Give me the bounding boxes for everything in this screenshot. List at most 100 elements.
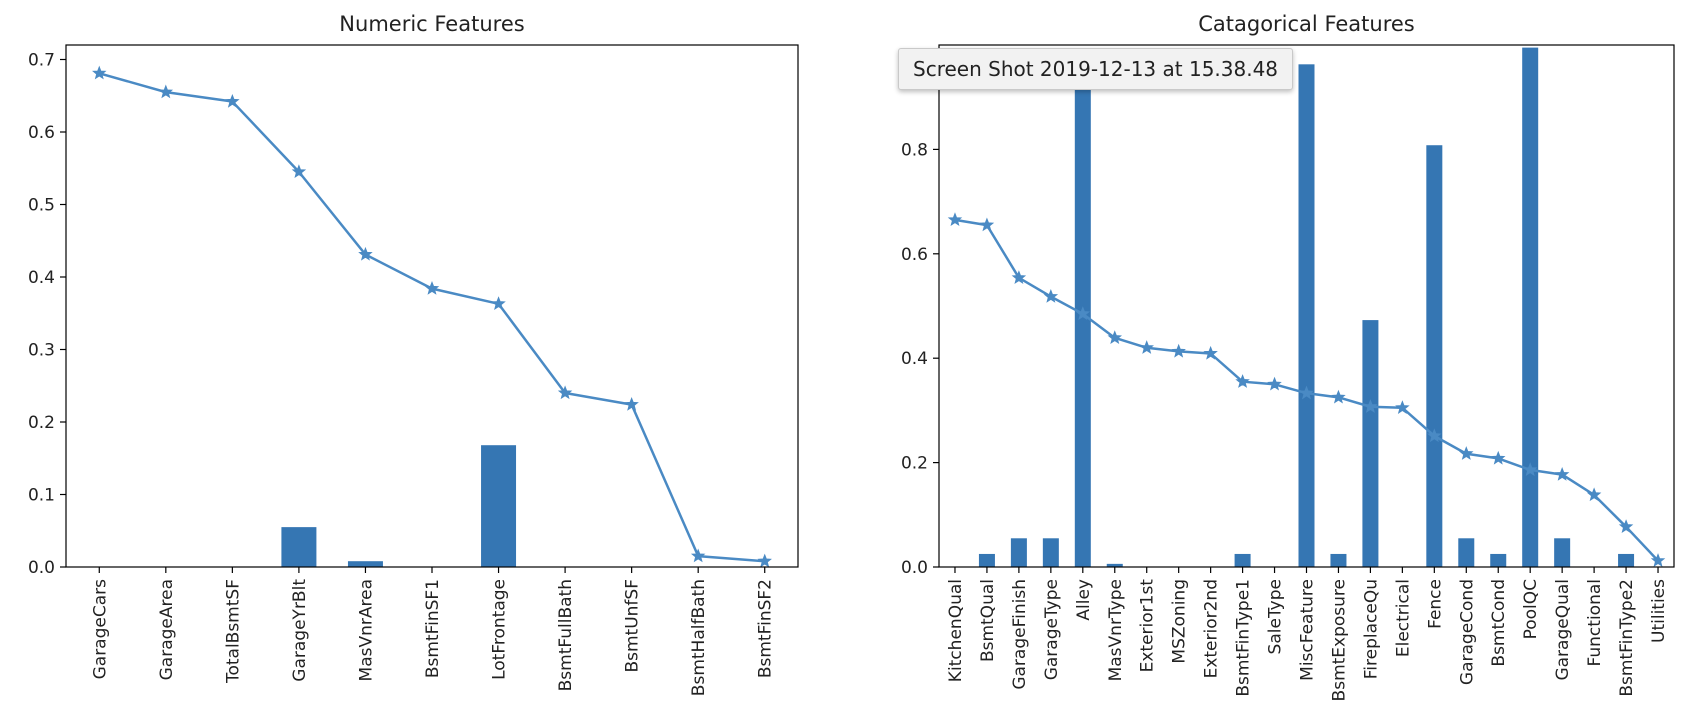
y-tick-label: 0.2	[901, 454, 928, 474]
x-tick-label: KitchenQual	[946, 579, 966, 682]
x-tick-label: BsmtQual	[978, 579, 998, 662]
line-point	[92, 65, 107, 80]
x-tick-label: FireplaceQu	[1361, 579, 1381, 679]
x-tick-label: MasVnrArea	[356, 579, 376, 681]
x-tick-label: Electrical	[1393, 579, 1413, 657]
line-point	[291, 164, 307, 179]
categorical-features-chart: Catagorical Features 0.0 0.2 0.4 0.6 0.8 Kitch…	[901, 12, 1675, 701]
x-tick-label: GarageYrBlt	[290, 579, 310, 682]
x-tick-label: BsmtFinSF1	[423, 579, 443, 678]
numeric-features-chart: Numeric Features 0.0 0.1 0.2 0.3 0.4 0.5 0.6 0.7…	[28, 12, 799, 696]
x-tick-label: BsmtCond	[1489, 579, 1509, 667]
line-point	[1363, 399, 1378, 413]
line-point	[1650, 553, 1666, 567]
y-tick-label: 0.4	[28, 268, 55, 288]
x-tick-label: MasVnrType	[1106, 579, 1126, 681]
x-tick-label: MSZoning	[1170, 579, 1190, 664]
x-tick-label: Functional	[1585, 579, 1605, 666]
plot-frame	[65, 44, 799, 568]
bar	[1010, 538, 1027, 567]
x-tick-label: GarageType	[1042, 579, 1062, 680]
y-tick-label: 0.1	[28, 486, 55, 506]
x-tick-label: BsmtHalfBath	[689, 579, 709, 696]
line-point	[491, 296, 506, 310]
x-tick-label: BsmtFinType2	[1617, 579, 1637, 697]
line-point	[1203, 345, 1218, 360]
y-tick-label: 0.0	[28, 558, 55, 578]
x-tick-label: GarageArea	[157, 579, 177, 680]
x-tick-label: Alley	[1074, 579, 1094, 621]
y-tick-label: 0.7	[28, 51, 55, 71]
y-tick-label: 0.2	[28, 413, 55, 433]
bar	[1330, 553, 1347, 567]
x-tick-label: Fence	[1425, 579, 1445, 629]
y-tick-label: 0.8	[901, 140, 928, 160]
x-tick-label: BsmtFullBath	[556, 579, 576, 691]
line-point	[358, 246, 373, 261]
line-point	[1331, 389, 1346, 404]
x-tick-label: PoolQC	[1521, 579, 1541, 639]
y-tick-label: 0.6	[28, 123, 55, 143]
line-point	[1235, 374, 1250, 388]
bar	[281, 527, 317, 567]
screenshot-tooltip: Screen Shot 2019-12-13 at 15.38.48	[898, 48, 1294, 90]
bar	[1426, 145, 1443, 567]
line-point	[1459, 446, 1474, 460]
bar	[1042, 538, 1059, 567]
line-point	[1139, 340, 1154, 354]
bar	[1106, 563, 1123, 567]
line-series	[98, 72, 765, 563]
line-point	[1043, 288, 1059, 303]
y-tick-label: 0.5	[28, 196, 55, 216]
bar	[1554, 538, 1571, 567]
y-tick-label: 0.3	[28, 341, 55, 361]
x-tick-label: MiscFeature	[1298, 579, 1318, 681]
chart-title: Catagorical Features	[1198, 12, 1415, 36]
line-point	[979, 217, 995, 232]
x-tick-label: GarageCond	[1457, 579, 1477, 685]
x-tick-label: GarageQual	[1553, 579, 1573, 681]
y-tick-label: 0.4	[901, 349, 928, 369]
y-tick-label: 0.0	[901, 558, 928, 578]
line-point	[424, 280, 440, 295]
bar	[1298, 64, 1315, 568]
line-point	[947, 212, 963, 227]
line-point	[757, 553, 772, 568]
chart-title: Numeric Features	[339, 12, 524, 36]
x-tick-label: Exterior2nd	[1202, 579, 1222, 678]
line-point	[1554, 467, 1570, 481]
x-tick-label: SaleType	[1266, 579, 1286, 654]
line-point	[557, 385, 573, 400]
bar	[1234, 553, 1251, 567]
bar	[1458, 538, 1475, 567]
x-tick-label: Utilities	[1649, 579, 1669, 643]
line-point	[158, 84, 174, 99]
line-point	[1618, 519, 1634, 533]
x-tick-label: TotalBsmtSF	[223, 579, 243, 684]
line-point	[1107, 330, 1122, 344]
x-tick-label: BsmtFinType1	[1234, 579, 1254, 697]
x-tick-label: LotFrontage	[490, 579, 510, 680]
line-point	[1011, 270, 1027, 284]
bar	[1618, 553, 1635, 567]
bar	[1522, 47, 1539, 568]
line-point	[1491, 450, 1506, 465]
line-point	[1427, 428, 1442, 443]
line-point	[690, 548, 706, 563]
bar	[347, 561, 383, 567]
line-point	[1171, 343, 1186, 358]
line-point	[1267, 376, 1282, 391]
line-point	[225, 93, 240, 108]
line-point	[1395, 400, 1410, 414]
bar	[978, 553, 995, 567]
line-point	[1299, 385, 1314, 400]
line-point	[624, 396, 639, 411]
line-point	[1075, 306, 1091, 320]
bar	[1362, 320, 1379, 567]
bar	[1490, 553, 1507, 567]
line-point	[1522, 462, 1538, 477]
x-tick-label: BsmtExposure	[1329, 579, 1349, 701]
x-tick-label: Exterior1st	[1138, 579, 1158, 673]
y-tick-label: 0.6	[901, 245, 928, 265]
